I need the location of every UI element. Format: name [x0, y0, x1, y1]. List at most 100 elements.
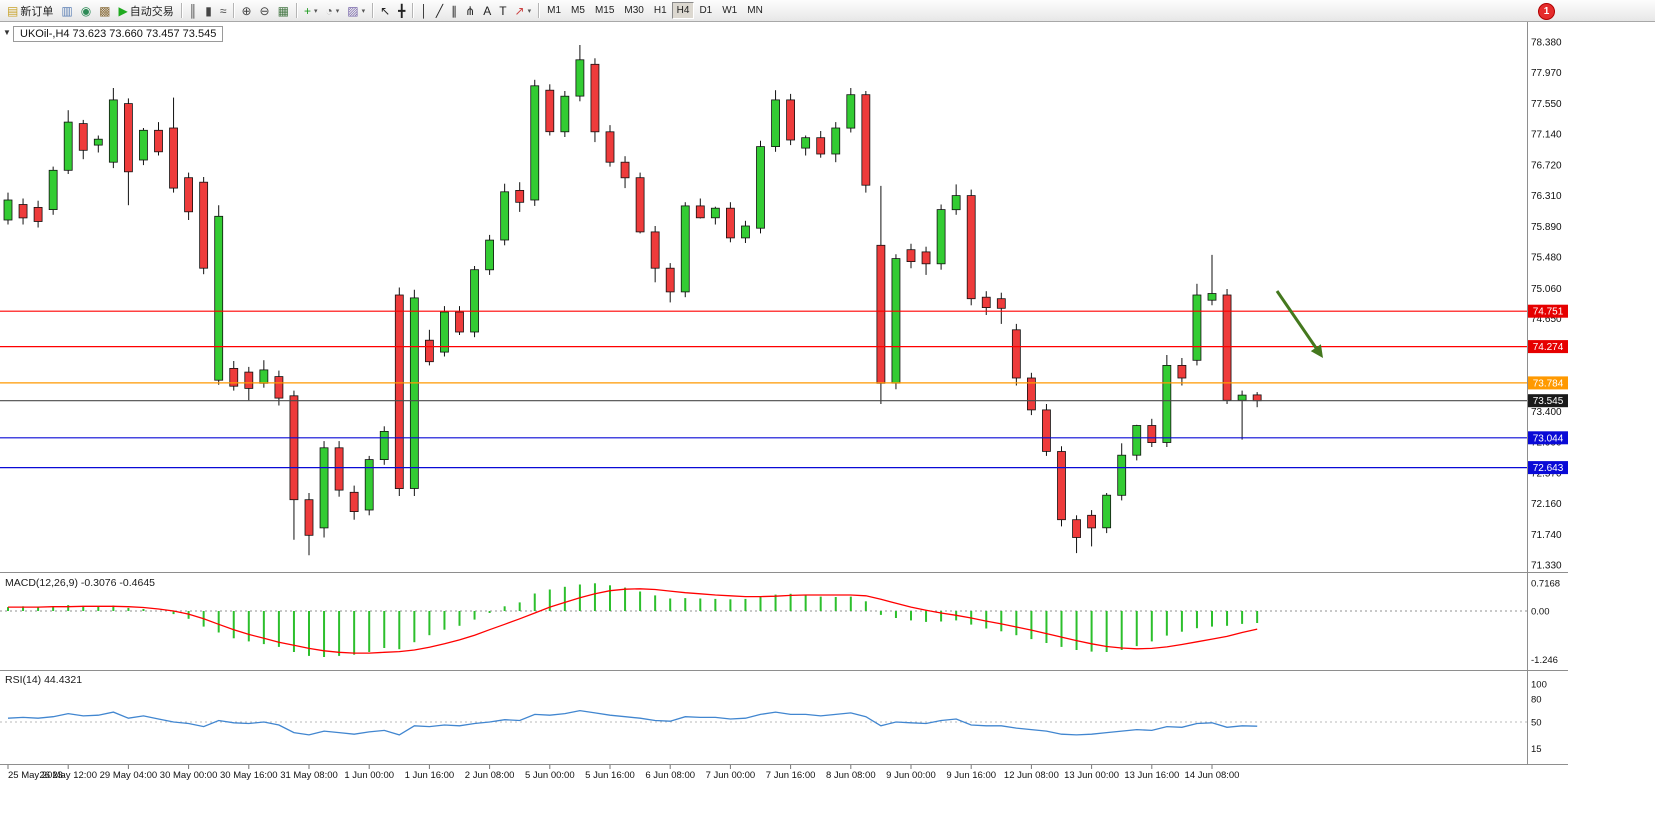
new-order-button-label: 新订单: [20, 5, 54, 18]
rsi-indicator-label: RSI(14) 44.4321: [5, 674, 83, 686]
auto-trading-button[interactable]: ▶ 自动交易: [115, 2, 178, 20]
zoom-in-icon[interactable]: ⊕: [237, 2, 255, 20]
svg-text:78.380: 78.380: [1531, 38, 1562, 49]
svg-text:75.890: 75.890: [1531, 222, 1562, 233]
svg-text:73.044: 73.044: [1533, 433, 1564, 444]
cursor-icon[interactable]: ↖: [376, 2, 394, 20]
svg-text:2 Jun 08:00: 2 Jun 08:00: [465, 770, 515, 781]
toolbar-separator: [233, 3, 235, 18]
svg-text:30 May 00:00: 30 May 00:00: [160, 770, 218, 781]
crosshair-icon[interactable]: ╋: [394, 2, 409, 20]
svg-text:13 Jun 16:00: 13 Jun 16:00: [1124, 770, 1179, 781]
timeframe-h4[interactable]: H4: [671, 2, 695, 19]
zoom-out-icon: ⊖: [259, 3, 270, 18]
timeframe-m5[interactable]: M5: [566, 2, 590, 19]
caret-down-icon: ▾: [313, 7, 318, 15]
trendline-icon[interactable]: ╱: [432, 2, 447, 20]
symbol-ohlc-label[interactable]: UKOil-,H4 73.623 73.660 73.457 73.545: [13, 26, 224, 42]
svg-text:7 Jun 00:00: 7 Jun 00:00: [706, 770, 756, 781]
svg-text:50: 50: [1531, 718, 1542, 729]
svg-text:72.160: 72.160: [1531, 499, 1562, 510]
svg-text:75.480: 75.480: [1531, 253, 1562, 264]
svg-text:15: 15: [1531, 744, 1542, 755]
toolbar-separator: [372, 3, 374, 18]
svg-text:30 May 16:00: 30 May 16:00: [220, 770, 278, 781]
chart-window: 78.380 77.970 77.550 77.140 76.720 76.310 75.8…: [0, 22, 1655, 828]
svg-text:80: 80: [1531, 695, 1542, 706]
svg-text:73.784: 73.784: [1533, 378, 1564, 389]
svg-text:8 Jun 08:00: 8 Jun 08:00: [826, 770, 876, 781]
svg-text:73.545: 73.545: [1533, 396, 1564, 407]
auto-trading-button-label: 自动交易: [129, 5, 174, 18]
svg-text:26 May 12:00: 26 May 12:00: [39, 770, 97, 781]
chart-plot-area[interactable]: [0, 22, 1527, 572]
timeframe-m15[interactable]: M15: [590, 2, 619, 19]
timeframe-mn[interactable]: MN: [742, 2, 768, 19]
notification-badge[interactable]: 1: [1538, 3, 1555, 20]
indicators-icon[interactable]: + ▾: [300, 2, 322, 20]
svg-text:76.720: 76.720: [1531, 161, 1562, 172]
timeframe-h1[interactable]: H1: [649, 2, 672, 19]
svg-text:76.310: 76.310: [1531, 191, 1562, 202]
zoom-out-icon[interactable]: ⊖: [256, 2, 274, 20]
periods-icon[interactable]: ◔ ▾: [321, 2, 343, 20]
data-window-icon[interactable]: ◉: [77, 2, 95, 20]
svg-text:0.7168: 0.7168: [1531, 579, 1560, 590]
text-icon[interactable]: A: [479, 2, 495, 20]
price-axis: 78.380 77.970 77.550 77.140 76.720 76.310 75.8…: [1531, 38, 1562, 572]
one-click-trading-toggle[interactable]: ▼: [3, 28, 11, 37]
market-watch-icon: ▥: [61, 3, 73, 18]
tile-windows-icon[interactable]: ▦: [274, 2, 293, 20]
periods-icon: ◔: [325, 3, 333, 18]
vertical-line-icon[interactable]: │: [416, 2, 432, 20]
andrews-pitchfork-icon[interactable]: ⋔: [461, 2, 479, 20]
bar-chart-icon: ║: [188, 3, 198, 18]
timeframe-m1[interactable]: M1: [542, 2, 566, 19]
new-order-button[interactable]: ▤ 新订单: [3, 2, 57, 20]
toolbar: ▤ 新订单 ▥ ◉ ▩ ▶ 自动交易 ║ ▮ ≈ ⊕ ⊖ ▦ + ▾ ◔ ▾ ▨ ▾ ↖ ╋ │ ╱ ∥ ⋔ A T ↗ ▾ M1 M5 M1…: [0, 0, 1655, 22]
svg-text:77.970: 77.970: [1531, 68, 1562, 79]
candlestick-chart-icon[interactable]: ▮: [201, 2, 216, 20]
equidistant-channel-icon[interactable]: ∥: [447, 2, 461, 20]
templates-icon[interactable]: ▨ ▾: [343, 2, 369, 20]
vertical-line-icon: │: [420, 3, 428, 18]
svg-text:77.550: 77.550: [1531, 99, 1562, 110]
text-label-icon[interactable]: T: [495, 2, 510, 20]
macd-signal-line: [8, 588, 1258, 654]
line-chart-icon[interactable]: ≈: [216, 2, 231, 20]
svg-text:0.00: 0.00: [1531, 607, 1550, 618]
arrows-icon: ↗: [514, 3, 525, 18]
market-watch-icon[interactable]: ▥: [57, 2, 76, 20]
svg-text:7 Jun 16:00: 7 Jun 16:00: [766, 770, 816, 781]
svg-text:100: 100: [1531, 680, 1547, 691]
andrews-pitchfork-icon: ⋔: [465, 3, 476, 18]
svg-text:74.751: 74.751: [1533, 307, 1564, 318]
svg-text:14 Jun 08:00: 14 Jun 08:00: [1185, 770, 1240, 781]
svg-text:72.643: 72.643: [1533, 463, 1564, 474]
equidistant-channel-icon: ∥: [451, 3, 458, 18]
cursor-icon: ↖: [380, 3, 391, 18]
svg-text:71.330: 71.330: [1531, 561, 1562, 572]
svg-text:1 Jun 00:00: 1 Jun 00:00: [344, 770, 394, 781]
rsi-line: [7, 709, 1258, 736]
arrows-icon[interactable]: ↗ ▾: [511, 2, 536, 20]
svg-text:5 Jun 00:00: 5 Jun 00:00: [525, 770, 575, 781]
timeframe-d1[interactable]: D1: [694, 2, 717, 19]
candlestick-chart-icon: ▮: [205, 3, 212, 18]
zoom-in-icon: ⊕: [241, 3, 252, 18]
macd-histogram: [7, 583, 1259, 657]
templates-icon: ▨: [347, 3, 359, 18]
caret-down-icon: ▾: [335, 7, 340, 15]
toolbar-separator: [180, 3, 182, 18]
toolbar-separator: [538, 3, 540, 18]
timeframe-m30[interactable]: M30: [619, 2, 648, 19]
trend-arrow[interactable]: [1275, 290, 1323, 358]
caret-down-icon: ▾: [361, 7, 366, 15]
bar-chart-icon[interactable]: ║: [185, 2, 202, 20]
text-label-icon: T: [499, 3, 507, 18]
timeframe-w1[interactable]: W1: [717, 2, 742, 19]
svg-text:13 Jun 00:00: 13 Jun 00:00: [1064, 770, 1119, 781]
navigator-icon[interactable]: ▩: [95, 2, 114, 20]
